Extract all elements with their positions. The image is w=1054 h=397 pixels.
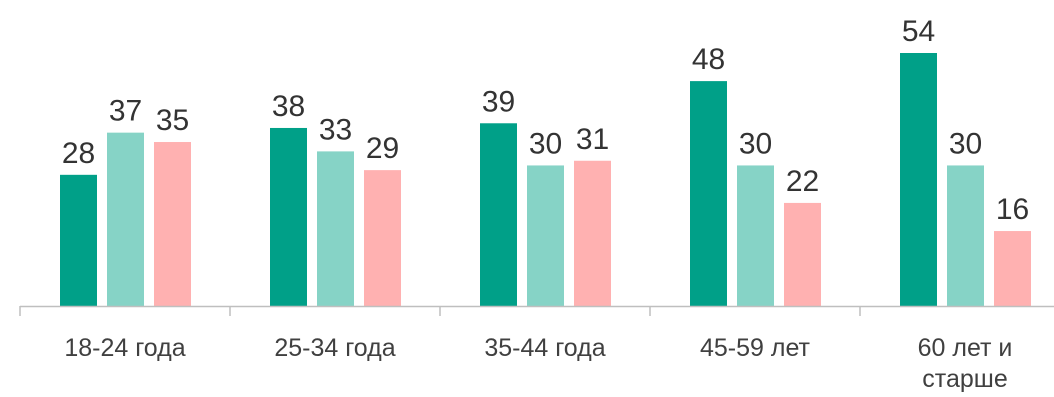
value-label-cat2-series0: 39	[482, 85, 515, 118]
bar-cat4-series0	[900, 53, 937, 306]
bar-cat3-series2	[784, 202, 821, 306]
x-tick-label-4: 60 лет и старше	[918, 334, 1013, 393]
value-label-cat0-series2: 35	[156, 104, 189, 137]
bar-cat1-series1	[317, 151, 354, 306]
value-label-cat2-series1: 30	[529, 127, 562, 160]
value-label-cat0-series1: 37	[109, 95, 142, 128]
x-tick-label-3: 45-59 лет	[700, 334, 811, 362]
bar-cat2-series2	[574, 160, 611, 306]
x-tick-label-0: 18-24 года	[64, 334, 185, 362]
bar-cat3-series1	[737, 165, 774, 306]
bars-layer	[60, 53, 1031, 307]
bar-cat4-series2	[994, 231, 1031, 306]
bar-cat0-series1	[107, 132, 144, 306]
value-label-cat2-series2: 31	[576, 123, 609, 156]
x-tick-labels-layer: 18-24 года 25-34 года 35-44 года 45-59 лет 6…	[64, 334, 1012, 393]
x-tick-label-2: 35-44 года	[484, 334, 605, 362]
value-label-cat1-series1: 33	[319, 113, 352, 146]
bar-cat3-series0	[690, 81, 727, 306]
bar-cat2-series1	[527, 165, 564, 306]
value-label-cat4-series1: 30	[949, 127, 982, 160]
value-label-cat4-series0: 54	[902, 15, 935, 48]
bar-cat0-series2	[154, 142, 191, 306]
bar-cat1-series0	[270, 127, 307, 307]
bar-cat0-series0	[60, 174, 97, 306]
x-tick-label-1: 25-34 года	[274, 334, 395, 362]
x-axis	[19, 305, 1054, 316]
value-label-cat3-series1: 30	[739, 127, 772, 160]
bar-cat4-series1	[947, 165, 984, 306]
value-label-cat3-series0: 48	[692, 43, 725, 76]
value-label-cat1-series0: 38	[272, 90, 305, 123]
bar-cat1-series2	[364, 170, 401, 306]
value-label-cat1-series2: 29	[366, 132, 399, 165]
value-label-cat4-series2: 16	[996, 193, 1029, 226]
bar-cat2-series0	[480, 123, 517, 307]
value-label-cat3-series2: 22	[786, 165, 819, 198]
value-label-cat0-series0: 28	[62, 137, 95, 170]
value-labels-layer: 28 37 35 38 33 29 39 30 31 48 30 22 54 30 16	[62, 15, 1029, 226]
